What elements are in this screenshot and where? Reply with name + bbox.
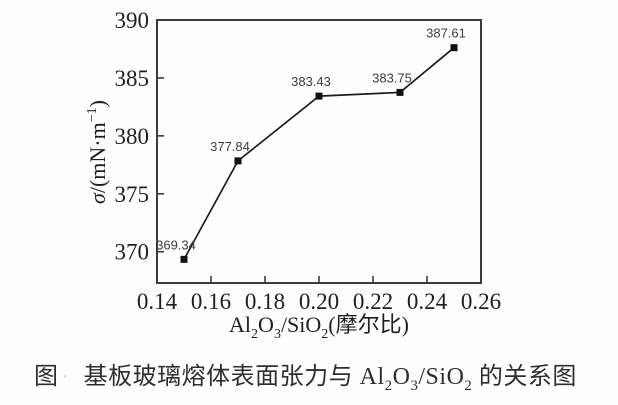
caption-sub-2: 2 bbox=[384, 377, 393, 394]
x-tick-label: 0.24 bbox=[407, 289, 448, 314]
point-label: 387.61 bbox=[426, 26, 466, 41]
caption-text: 的关系图 bbox=[472, 364, 577, 390]
caption-text: O bbox=[392, 364, 411, 390]
caption-sub-2b: 2 bbox=[464, 377, 473, 394]
x-tick-label: 0.20 bbox=[299, 289, 339, 314]
x-tick-label: 0.14 bbox=[137, 289, 178, 314]
x-axis-label: Al2O3/SiO2(摩尔比) bbox=[229, 312, 409, 342]
data-point bbox=[396, 88, 404, 96]
x-tick-label: 0.16 bbox=[191, 289, 231, 314]
caption-text: 基板玻璃熔体表面张力与 Al bbox=[83, 364, 385, 390]
y-tick-label: 375 bbox=[115, 182, 150, 207]
figure-caption: 图 · 基板玻璃熔体表面张力与 Al2O3/SiO2 的关系图 bbox=[34, 356, 604, 395]
caption-text: /SiO bbox=[418, 364, 465, 390]
caption-sub-3: 3 bbox=[410, 377, 419, 394]
y-tick-label: 370 bbox=[115, 240, 150, 265]
data-point bbox=[234, 157, 242, 165]
data-point bbox=[180, 255, 188, 263]
caption-faint-mark: · bbox=[62, 370, 68, 386]
point-label: 369.34 bbox=[156, 237, 196, 252]
plot-border bbox=[156, 19, 482, 284]
point-label: 383.43 bbox=[291, 74, 331, 89]
caption-figure-word: 图 bbox=[34, 364, 59, 390]
x-tick-label: 0.18 bbox=[245, 289, 285, 314]
x-tick-label: 0.26 bbox=[461, 289, 501, 314]
point-label: 377.84 bbox=[210, 139, 250, 154]
y-tick-label: 380 bbox=[115, 124, 150, 149]
y-tick-label: 385 bbox=[115, 66, 150, 91]
y-axis-label: σ/(mN·m−1) bbox=[85, 100, 110, 204]
y-tick-label: 390 bbox=[115, 8, 150, 33]
data-point bbox=[450, 44, 458, 52]
x-tick-label: 0.22 bbox=[353, 289, 393, 314]
chart-svg: 0.14 0.16 0.18 0.20 0.22 0.24 0.26 370 375 380 385… bbox=[85, 8, 501, 342]
point-label: 383.75 bbox=[372, 70, 412, 85]
data-point bbox=[315, 92, 323, 100]
